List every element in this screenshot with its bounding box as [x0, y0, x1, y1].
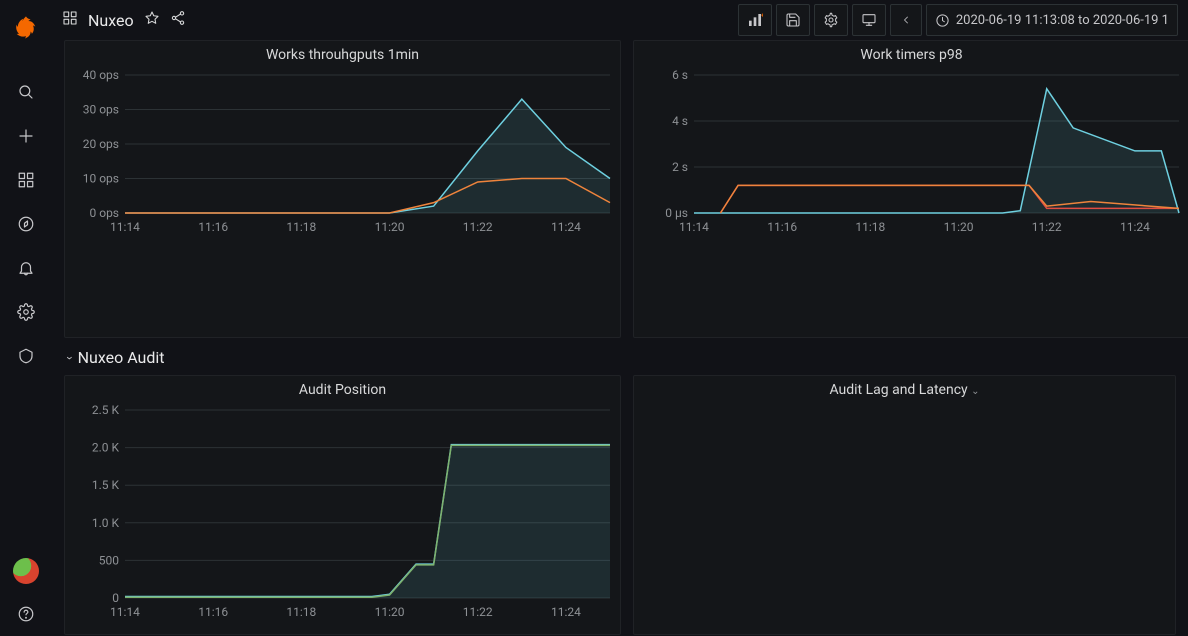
star-icon[interactable]	[144, 10, 160, 30]
chart-area[interactable]: 0 500 1.0 K 1.5 K 2.0 K 2.5 K 11:14 11:16 11:18 1…	[65, 400, 620, 620]
main-area: Works throuhgputs 1min 0 ops 10 ops 20 ops…	[52, 40, 1188, 636]
svg-text:11:18: 11:18	[286, 605, 316, 619]
svg-text:20 ops: 20 ops	[83, 137, 119, 151]
svg-text:2.5 K: 2.5 K	[92, 403, 120, 417]
chevron-down-icon: ›	[63, 356, 77, 360]
explore-icon[interactable]	[6, 204, 46, 244]
search-icon[interactable]	[6, 72, 46, 112]
legend	[634, 235, 1188, 245]
svg-text:11:24: 11:24	[551, 605, 581, 619]
chart-area[interactable]: 0 µs 2 s 4 s 6 s 11:14 11:16 11:18 11:20 11:22 11…	[634, 65, 1188, 235]
dashboards-icon[interactable]	[6, 160, 46, 200]
grafana-logo[interactable]	[12, 14, 40, 42]
settings-button[interactable]	[814, 4, 848, 36]
svg-text:11:22: 11:22	[1032, 220, 1062, 234]
time-back-button[interactable]	[890, 4, 922, 36]
server-admin-icon[interactable]	[6, 336, 46, 376]
svg-text:2.0 K: 2.0 K	[92, 441, 120, 455]
svg-text:11:18: 11:18	[286, 220, 316, 234]
svg-text:0 ops: 0 ops	[90, 206, 120, 220]
panel-audit-position[interactable]: Audit Position 0 500 1.0 K 1.5 K 2.0 K 2.5 K 1…	[64, 375, 621, 635]
panel-title: Work timers p98	[634, 41, 1188, 65]
cycle-view-button[interactable]	[852, 4, 886, 36]
svg-text:0: 0	[112, 591, 119, 605]
svg-text:30 ops: 30 ops	[83, 103, 119, 117]
plus-icon[interactable]	[6, 116, 46, 156]
chevron-down-icon: ⌄	[971, 386, 979, 397]
add-panel-button[interactable]: +	[738, 4, 772, 36]
dashboard-title[interactable]: Nuxeo	[88, 11, 134, 30]
save-button[interactable]	[776, 4, 810, 36]
svg-text:11:14: 11:14	[110, 220, 140, 234]
panel-works-throughputs[interactable]: Works throuhgputs 1min 0 ops 10 ops 20 ops…	[64, 40, 621, 338]
panel-work-timers[interactable]: Work timers p98 0 µs 2 s 4 s 6 s 11:14 11:16 1…	[633, 40, 1188, 338]
svg-text:11:18: 11:18	[855, 220, 885, 234]
svg-text:11:24: 11:24	[551, 220, 581, 234]
svg-text:11:24: 11:24	[1120, 220, 1150, 234]
share-icon[interactable]	[170, 10, 186, 30]
panel-title: Audit Position	[65, 376, 620, 400]
panel-title: Audit Lag and Latency ⌄	[634, 376, 1175, 400]
svg-text:10 ops: 10 ops	[83, 172, 119, 186]
svg-text:11:20: 11:20	[944, 220, 974, 234]
svg-text:2 s: 2 s	[672, 160, 688, 174]
svg-text:11:16: 11:16	[198, 605, 228, 619]
panel-title: Works throuhgputs 1min	[65, 41, 620, 65]
topbar: Nuxeo + 2020-06-19 11:13:08 to	[52, 0, 1188, 40]
panel-audit-lag-latency[interactable]: Audit Lag and Latency ⌄	[633, 375, 1176, 635]
svg-text:+: +	[761, 12, 763, 19]
svg-text:11:16: 11:16	[767, 220, 797, 234]
alerting-icon[interactable]	[6, 248, 46, 288]
dashboards-breadcrumb-icon[interactable]	[62, 10, 78, 30]
avatar[interactable]	[13, 558, 39, 584]
svg-text:1.0 K: 1.0 K	[92, 516, 120, 530]
svg-text:500: 500	[99, 553, 119, 567]
svg-text:0 µs: 0 µs	[665, 206, 688, 220]
svg-text:11:14: 11:14	[110, 605, 140, 619]
time-range-picker[interactable]: 2020-06-19 11:13:08 to 2020-06-19 1	[926, 4, 1178, 36]
svg-text:40 ops: 40 ops	[83, 68, 119, 82]
svg-text:4 s: 4 s	[672, 114, 688, 128]
svg-text:6 s: 6 s	[672, 68, 688, 82]
svg-text:1.5 K: 1.5 K	[92, 478, 120, 492]
legend	[65, 235, 620, 245]
sidebar	[0, 0, 52, 636]
chart-area[interactable]: 0 ops 10 ops 20 ops 30 ops 40 ops 11:14 11:16 1…	[65, 65, 620, 235]
svg-text:11:16: 11:16	[198, 220, 228, 234]
svg-text:11:22: 11:22	[463, 220, 493, 234]
section-header-nuxeo-audit[interactable]: › Nuxeo Audit	[64, 338, 1176, 375]
svg-text:11:20: 11:20	[375, 605, 405, 619]
configuration-icon[interactable]	[6, 292, 46, 332]
svg-text:11:22: 11:22	[463, 605, 493, 619]
svg-text:11:14: 11:14	[679, 220, 709, 234]
section-title: Nuxeo Audit	[78, 348, 165, 367]
svg-text:11:20: 11:20	[375, 220, 405, 234]
time-range-text: 2020-06-19 11:13:08 to 2020-06-19 1	[956, 13, 1169, 28]
help-icon[interactable]	[6, 594, 46, 634]
